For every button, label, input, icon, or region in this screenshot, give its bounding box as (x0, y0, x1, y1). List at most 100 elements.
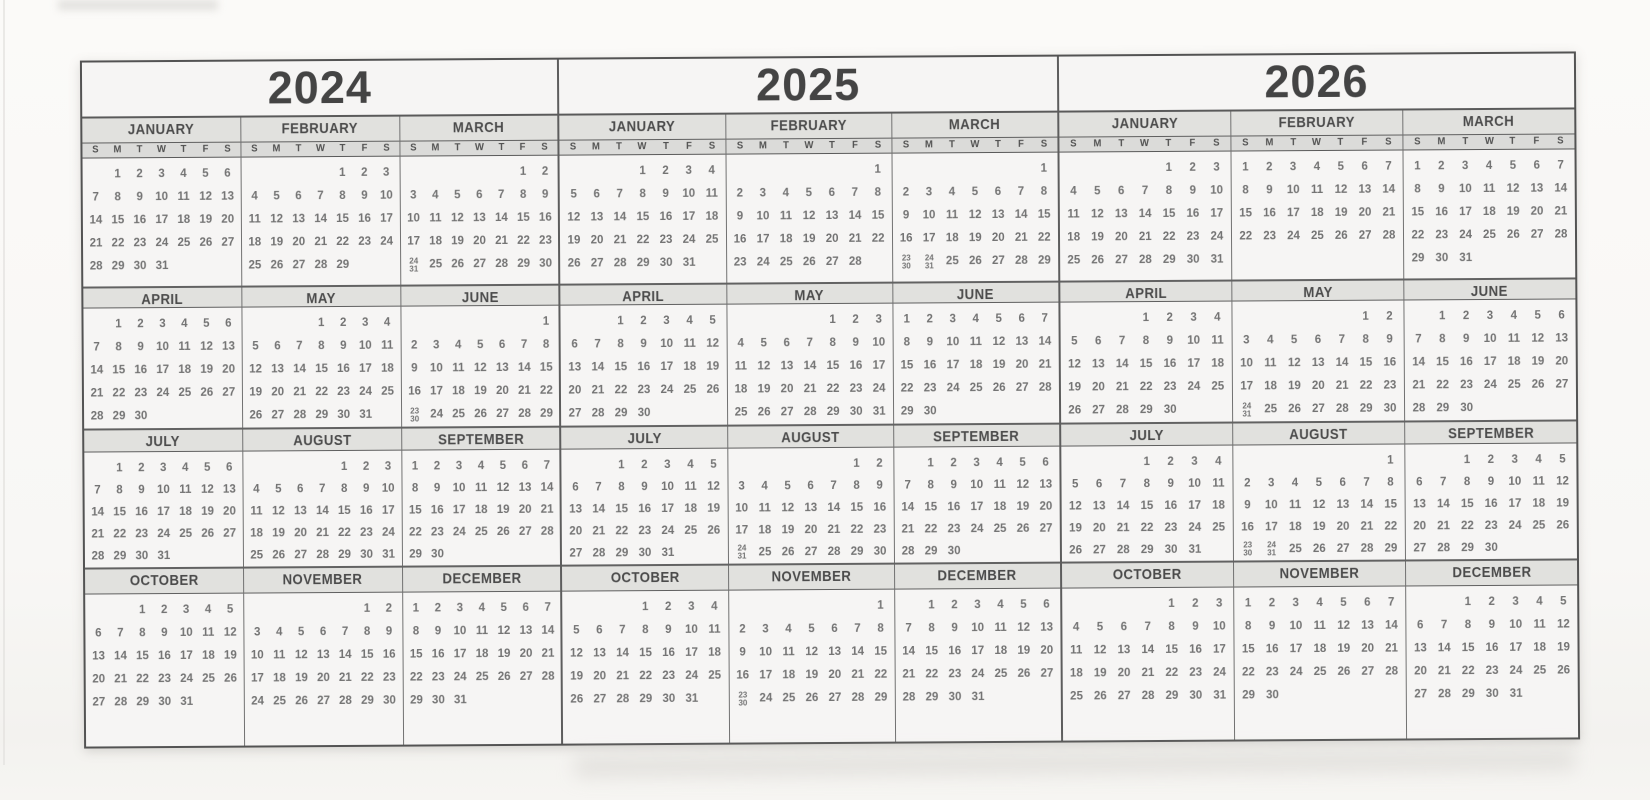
day-grid: 1 2 3 4 5 6 7 8 9 10 11 12 13 14 15 16 17 18 19 20 21 22 23 24 2… (1405, 443, 1577, 559)
day-cell: 31 (1459, 252, 1473, 265)
weekday-letter: W (315, 143, 325, 155)
day-cell: 11 (429, 212, 442, 225)
weekday-letter: W (474, 142, 484, 154)
empty-cell (1061, 157, 1085, 180)
day-cell: 17 (759, 669, 773, 682)
day-cell: 25 (734, 406, 748, 419)
month-title: JANUARY (1059, 111, 1231, 138)
day-cell: 5 (275, 483, 282, 496)
day-cell: 6 (1120, 621, 1128, 634)
day-cell: 6 (476, 189, 483, 202)
day-cell: 29 (1411, 252, 1425, 265)
day-cell: 22 (112, 387, 126, 400)
empty-cell (1283, 450, 1307, 472)
empty-cell (846, 595, 869, 618)
weekday-letter: F (1361, 136, 1368, 148)
day-cell: 29 (136, 696, 150, 709)
day-cell: 29 (850, 545, 864, 558)
day-cell: 19 (200, 363, 214, 376)
day-cell: 1 (1414, 160, 1421, 173)
day-cell: 26 (570, 693, 584, 706)
month-row: APRIL 1 2 3 4 5 6 7 8 9 10 11 12 13 14 15 16 17 18 19 20 21 22… (1060, 279, 1577, 425)
day-cell: 20 (222, 363, 236, 376)
day-cell: 16 (1485, 641, 1499, 654)
day-cell: 11 (1264, 357, 1277, 370)
day-cell: 12 (473, 362, 487, 375)
empty-cell (424, 161, 446, 184)
day-cell: 19 (781, 524, 795, 537)
month-row: OCTOBER 1 2 3 4 5 6 7 8 9 10 11 12 13 14 15 16 17 18 19 20 21… (1061, 560, 1578, 741)
day-grid: 1 2 3 4 5 6 7 8 9 10 11 12 13 14 15 16 17 18 19 20 21 22 23 30 2… (892, 153, 1058, 282)
day-cell: 13 (518, 481, 532, 494)
day-cell: 18 (179, 505, 192, 518)
month-title-label: OCTOBER (610, 568, 680, 587)
day-cell: 15 (516, 211, 530, 224)
day-cell: 8 (927, 479, 934, 492)
day-cell: 25 (1067, 254, 1081, 267)
day-cell: 11 (1532, 475, 1545, 488)
day-cell: 28 (1437, 542, 1451, 555)
day-cell: 26 (1093, 690, 1107, 703)
day-cell: 10 (452, 482, 466, 495)
day-cell: 11 (705, 187, 718, 200)
month-october-2024: OCTOBER 1 2 3 4 5 6 7 8 9 10 11 12 13 14 15 16 17 18 19 20 21… (85, 568, 245, 747)
empty-cell (289, 456, 311, 478)
day-cell: 8 (903, 336, 911, 349)
day-cell: 3 (1511, 453, 1518, 466)
day-cell: 14 (613, 211, 627, 224)
empty-cell (608, 160, 631, 183)
day-cell: 8 (116, 484, 123, 497)
day-cell: 11 (993, 478, 1006, 492)
month-april-2025: APRIL 1 2 3 4 5 6 7 8 9 10 11 12 13 14 15 16 17 18 19 20 21 22… (560, 284, 728, 426)
day-cell: 25 (1533, 664, 1547, 677)
day-cell: 19 (496, 503, 510, 517)
day-cell: 25 (202, 672, 215, 685)
day-cell: 12 (450, 212, 464, 225)
day-cell: 26 (1531, 378, 1545, 391)
month-title-label: SEPTEMBER (437, 430, 524, 449)
day-cell: 21 (803, 383, 817, 396)
day-cell: 30 (431, 548, 444, 561)
day-cell: 7 (619, 624, 626, 637)
day-cell: 13 (292, 213, 306, 226)
day-cell: 22 (1165, 666, 1179, 679)
empty-cell (492, 543, 514, 565)
empty-cell (403, 311, 425, 334)
day-cell: 12 (271, 505, 285, 518)
day-cell: 21 (1382, 206, 1396, 219)
day-cell: 26 (201, 527, 215, 540)
week-row: 19 20 21 22 23 24 25 (562, 229, 723, 253)
day-cell: 25 (1483, 228, 1496, 242)
week-row: 10 11 12 13 14 15 16 (730, 497, 891, 520)
day-cell: 1 (1143, 456, 1150, 469)
day-cell: 30 (431, 694, 445, 707)
week-row: 29 30 31 (1406, 246, 1573, 270)
day-cell: 11 (202, 626, 215, 639)
day-cell: 3 (182, 603, 190, 616)
day-cell: 16 (1241, 521, 1254, 534)
month-title-label: DECEMBER (1451, 563, 1532, 582)
day-cell: 27 (804, 546, 818, 559)
day-cell: 6 (1533, 159, 1541, 172)
day-cell: 21 (316, 527, 329, 540)
empty-cell (656, 402, 679, 425)
day-cell: 27 (271, 409, 285, 422)
day-grid: 1 2 3 4 5 6 7 8 9 10 11 12 13 14 15 16 17 18 19 20 21 22 23 24 3… (400, 156, 559, 285)
empty-cell (334, 598, 356, 621)
day-cell: 1 (339, 166, 346, 179)
week-row: 12 13 14 15 16 17 18 (1062, 353, 1229, 377)
day-cell: 28 (114, 696, 128, 709)
day-cell: 2 (433, 460, 441, 473)
empty-cell (265, 162, 287, 185)
day-cell: 13 (568, 361, 582, 374)
week-row: 25 26 27 28 29 30 31 (1062, 249, 1229, 273)
empty-cell (1088, 593, 1112, 616)
day-cell: 2 (137, 318, 144, 331)
day-cell: 6 (95, 627, 102, 640)
day-cell: 22 (636, 234, 650, 247)
day-cell: 26 (1069, 544, 1083, 557)
day-cell: 25 (945, 255, 959, 268)
day-cell: 2 (950, 457, 957, 470)
day-cell: 28 (1360, 542, 1374, 555)
day-cell: 25 (969, 382, 983, 395)
